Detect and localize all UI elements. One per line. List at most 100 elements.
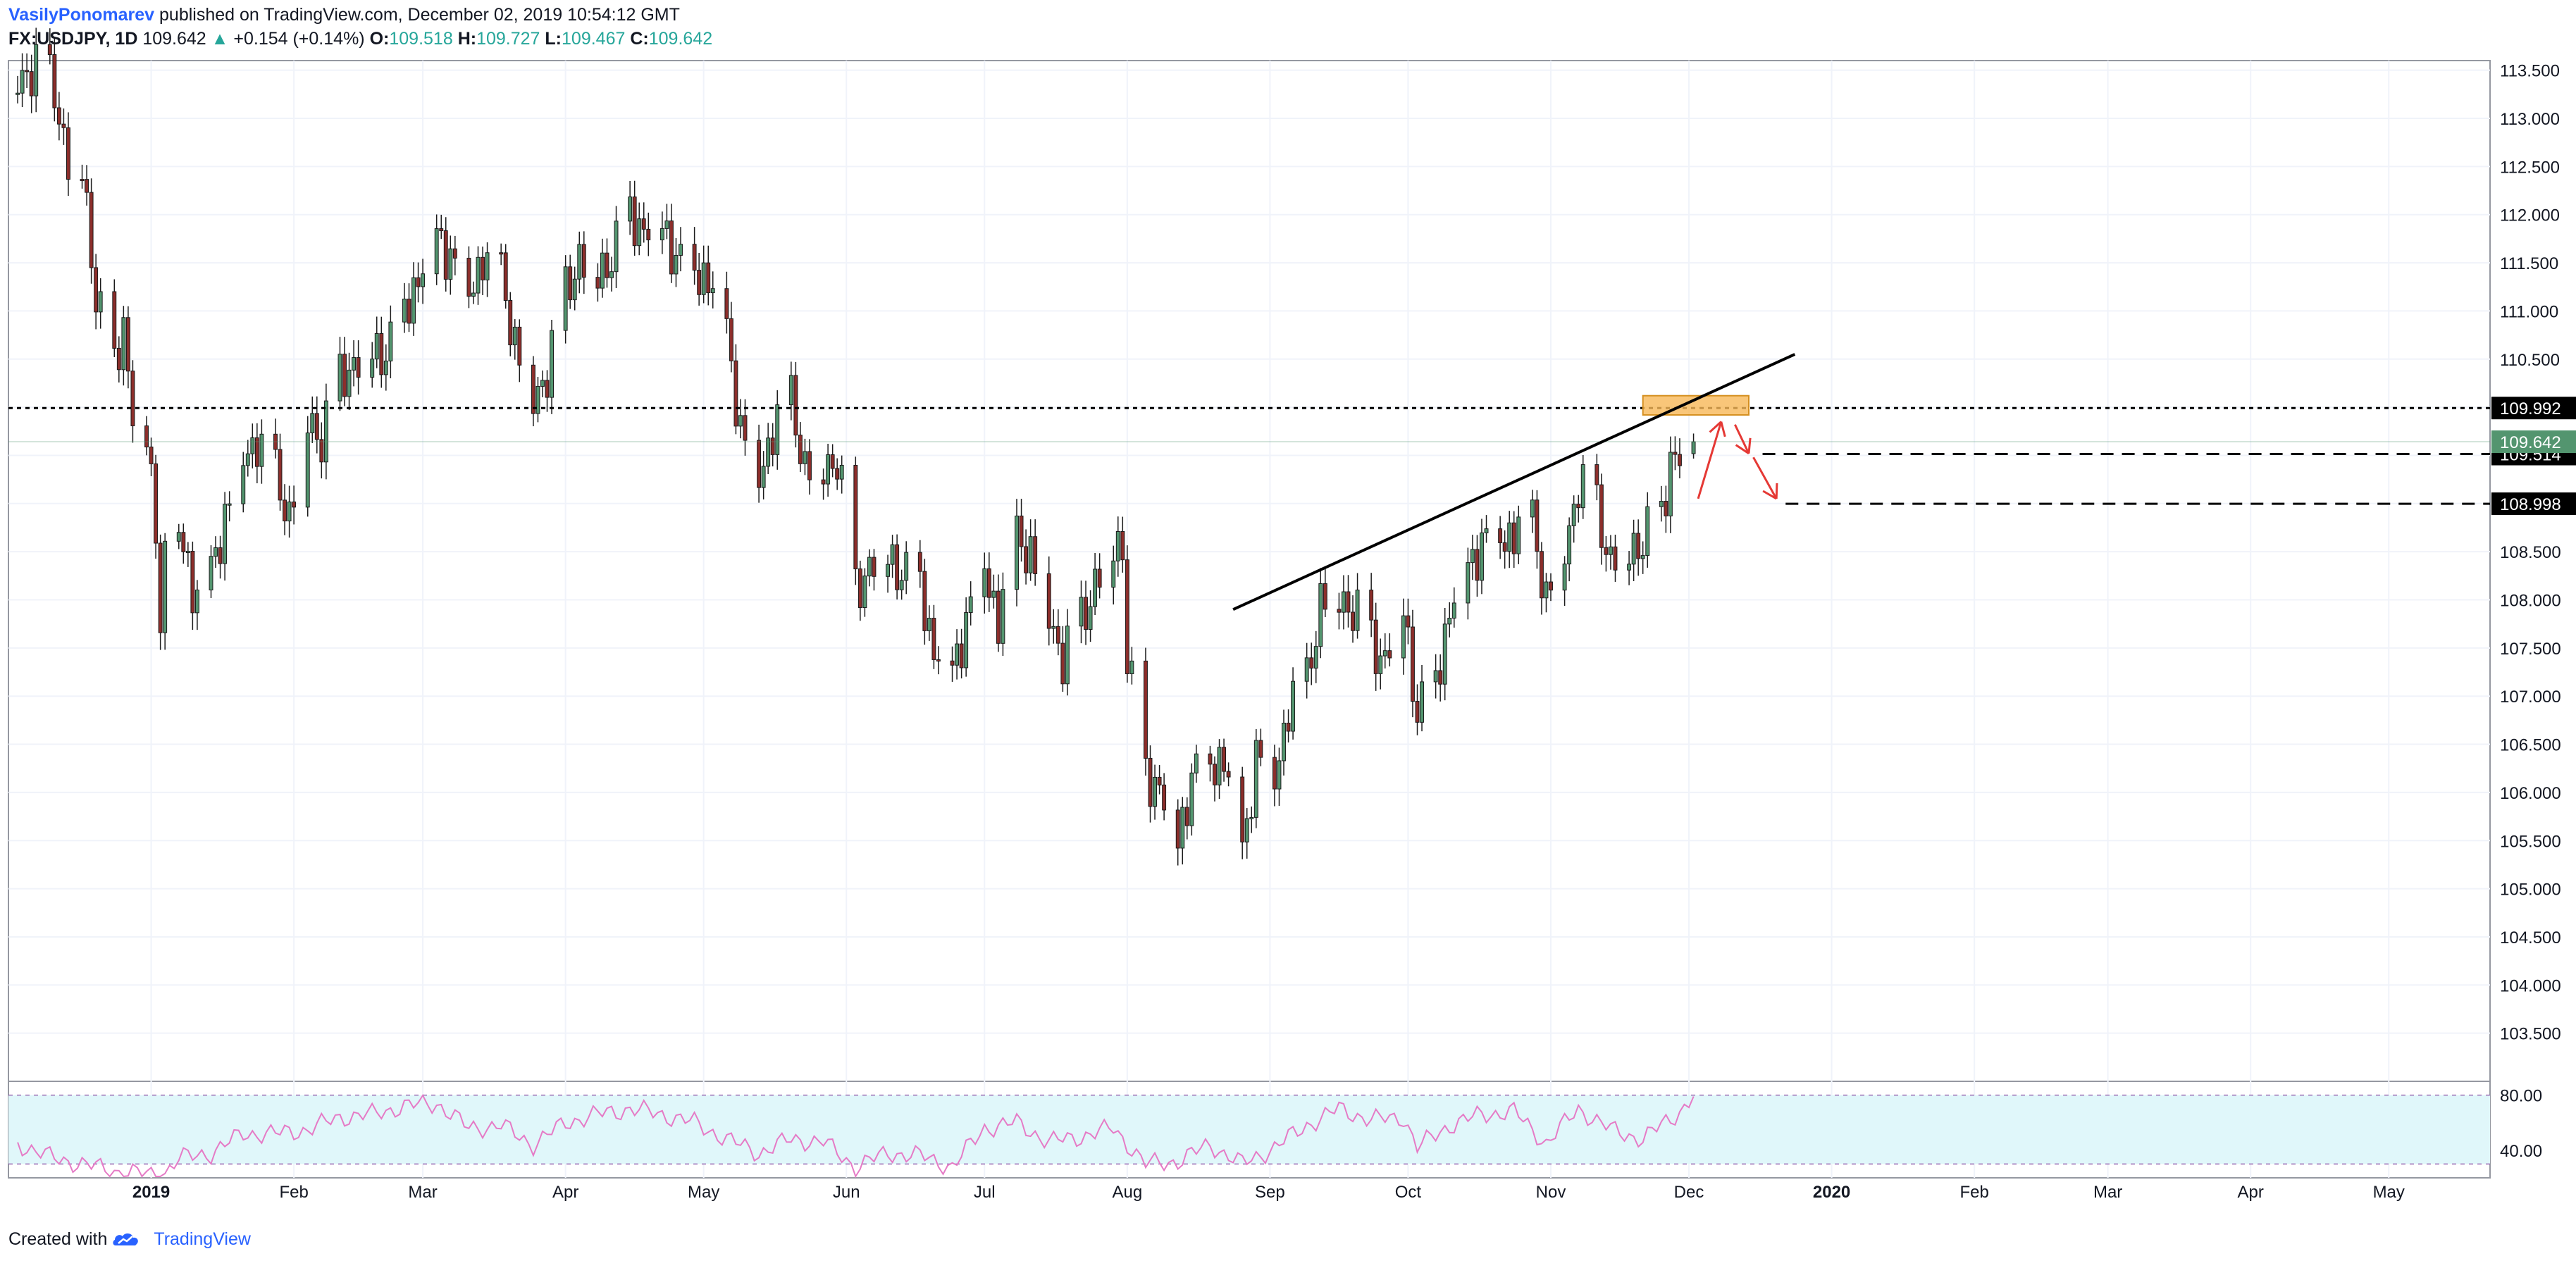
candle-body: [1451, 602, 1456, 619]
candle: [1544, 573, 1549, 613]
candle: [1438, 654, 1443, 702]
candle-body: [80, 179, 85, 182]
candle-body: [1342, 591, 1346, 613]
candle-body: [1015, 515, 1019, 590]
candle-body: [1673, 452, 1678, 455]
candle-body: [1466, 562, 1470, 604]
candle-body: [158, 542, 163, 633]
candle-body: [1562, 564, 1567, 591]
time-tick-label: May: [2373, 1183, 2405, 1202]
candle: [660, 211, 664, 254]
candle: [292, 485, 297, 525]
candle-body: [1148, 757, 1153, 807]
candle: [130, 360, 135, 443]
candle: [1451, 587, 1456, 628]
candle-body: [890, 544, 895, 565]
time-scale[interactable]: 2019 Feb Mar Apr May Jun Jul Aug Sep Oct Nov Dec 202…: [132, 1183, 2405, 1202]
candle: [1125, 545, 1129, 683]
candle-body: [609, 271, 614, 278]
candle: [770, 423, 775, 467]
tradingview-brand-link[interactable]: TradingView: [154, 1229, 251, 1249]
candle-body: [1668, 452, 1673, 516]
candle-body: [761, 466, 766, 488]
candle: [1055, 609, 1060, 656]
candle-body: [886, 564, 891, 577]
candle-body: [991, 590, 996, 598]
candle: [595, 263, 600, 302]
up-arrow-icon: ▲: [211, 29, 229, 49]
candle-body: [1144, 660, 1148, 759]
candle: [319, 422, 324, 479]
rsi-pane: [8, 1093, 2490, 1179]
candle-body: [706, 262, 711, 294]
drawings[interactable]: [8, 353, 2490, 611]
candle-body: [34, 44, 39, 97]
candle: [476, 246, 481, 305]
candle-body: [895, 544, 900, 590]
last-price: 109.642: [142, 29, 206, 49]
candle-body: [1028, 536, 1033, 573]
candle-body: [1530, 499, 1535, 518]
candle-body: [1355, 590, 1360, 631]
candle: [356, 340, 361, 395]
candle-body: [927, 618, 931, 631]
candle: [209, 545, 213, 598]
candle: [1046, 556, 1051, 646]
time-tick-label: Apr: [2238, 1183, 2264, 1202]
candle-body: [830, 454, 835, 469]
candle-body: [89, 192, 94, 268]
arrow-head: [1762, 490, 1777, 500]
candle: [922, 559, 927, 645]
candle: [1051, 609, 1056, 644]
candle-body: [1346, 591, 1351, 613]
candle: [154, 454, 159, 559]
candle: [1627, 551, 1632, 585]
candle: [16, 75, 20, 104]
candle: [857, 560, 862, 621]
candle-body: [1313, 646, 1318, 669]
candle-body: [1153, 776, 1157, 807]
candle-body: [1369, 590, 1374, 621]
author-link[interactable]: VasilyPonomarev: [8, 5, 155, 25]
candle-body: [1046, 573, 1051, 629]
candle: [803, 438, 807, 476]
price-tick-label: 111.000: [2500, 302, 2558, 321]
candle-body: [1125, 559, 1129, 674]
candle: [94, 254, 99, 330]
grid: [8, 61, 2490, 1178]
candle: [1253, 728, 1258, 828]
candle: [1382, 633, 1387, 669]
candle-body: [1535, 499, 1540, 552]
candle-body: [416, 277, 421, 287]
price-scale[interactable]: 113.500 113.000 112.500 112.000 111.500 111.0…: [2500, 62, 2561, 1161]
candle-body: [1627, 564, 1632, 571]
candle: [439, 214, 444, 240]
candle-body: [499, 252, 504, 255]
candle: [1480, 518, 1484, 595]
candle: [1258, 728, 1263, 766]
candle-body: [1420, 681, 1424, 723]
candle: [710, 271, 715, 309]
candle: [1323, 567, 1327, 618]
projection-arrow: [1697, 421, 1726, 499]
candle-body: [223, 504, 228, 564]
candle: [517, 319, 522, 383]
candle-body: [1507, 522, 1512, 552]
candle: [1189, 763, 1194, 836]
candle-body: [16, 92, 20, 95]
candle: [1562, 556, 1567, 607]
price-tick-label: 113.000: [2500, 110, 2560, 129]
candle-body: [1019, 515, 1024, 547]
candle-body: [1411, 626, 1415, 702]
candle-body: [1065, 626, 1070, 685]
candle-body: [535, 385, 540, 414]
candle: [936, 646, 941, 675]
candle: [190, 541, 195, 630]
candle-body: [1447, 618, 1452, 625]
candle: [1001, 572, 1005, 657]
candle-body: [766, 437, 771, 467]
candle-body: [1580, 464, 1585, 509]
time-tick-label: Aug: [1112, 1183, 1142, 1202]
created-with-text: Created with: [8, 1229, 108, 1249]
